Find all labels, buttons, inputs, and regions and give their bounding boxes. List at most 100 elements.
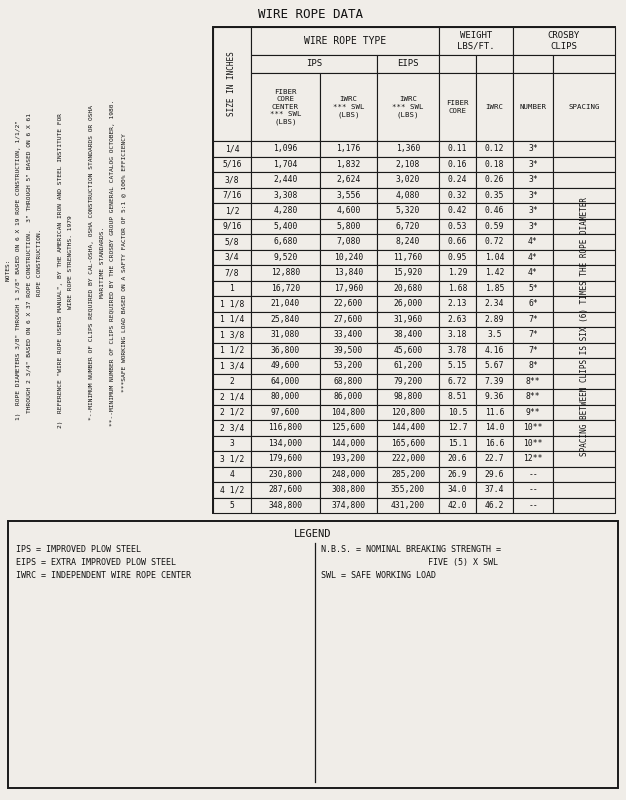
Text: 431,200: 431,200: [391, 501, 425, 510]
Text: EIPS: EIPS: [398, 59, 419, 69]
Text: 6.72: 6.72: [448, 377, 467, 386]
Text: 193,200: 193,200: [331, 454, 366, 463]
Text: 144,000: 144,000: [331, 438, 366, 448]
Text: 1/4: 1/4: [225, 144, 239, 154]
Bar: [320, 311, 377, 327]
Text: 7/8: 7/8: [225, 268, 239, 278]
Bar: [439, 466, 476, 482]
Bar: [377, 327, 439, 342]
Text: 355,200: 355,200: [391, 486, 425, 494]
Bar: [439, 374, 476, 389]
Text: 0.32: 0.32: [448, 190, 467, 200]
Bar: [251, 172, 320, 187]
Text: --: --: [528, 501, 538, 510]
Bar: [476, 141, 513, 157]
Bar: [553, 250, 615, 265]
Bar: [476, 172, 513, 187]
Bar: [213, 342, 251, 358]
Bar: [251, 451, 320, 466]
Text: 0.46: 0.46: [485, 206, 505, 215]
Text: 3*: 3*: [528, 175, 538, 184]
Bar: [213, 265, 251, 281]
Bar: [439, 420, 476, 435]
Text: IPS = IMPROVED PLOW STEEL: IPS = IMPROVED PLOW STEEL: [16, 545, 141, 554]
Text: 37.4: 37.4: [485, 486, 505, 494]
Text: 0.26: 0.26: [485, 175, 505, 184]
Text: 97,600: 97,600: [271, 408, 300, 417]
Bar: [320, 73, 377, 141]
Text: 1 1/2: 1 1/2: [220, 346, 244, 354]
Bar: [513, 281, 553, 296]
Text: 8.51: 8.51: [448, 392, 467, 402]
Bar: [377, 466, 439, 482]
Text: 15,920: 15,920: [393, 268, 423, 278]
Text: 64,000: 64,000: [271, 377, 300, 386]
Text: 0.12: 0.12: [485, 144, 505, 154]
Bar: [553, 374, 615, 389]
Text: WEIGHT
LBS/FT.: WEIGHT LBS/FT.: [457, 31, 495, 50]
Bar: [439, 435, 476, 451]
Bar: [377, 498, 439, 513]
Text: 3*: 3*: [528, 222, 538, 230]
Bar: [553, 187, 615, 203]
Text: 308,800: 308,800: [331, 486, 366, 494]
Bar: [476, 327, 513, 342]
Bar: [513, 218, 553, 234]
Bar: [513, 250, 553, 265]
Bar: [553, 55, 615, 73]
Bar: [8, 521, 618, 788]
Bar: [439, 27, 513, 55]
Text: 20,680: 20,680: [393, 284, 423, 293]
Text: 230,800: 230,800: [269, 470, 302, 478]
Bar: [553, 203, 615, 218]
Bar: [553, 218, 615, 234]
Bar: [476, 203, 513, 218]
Bar: [251, 435, 320, 451]
Text: IWRC: IWRC: [486, 104, 503, 110]
Bar: [513, 420, 553, 435]
Bar: [377, 172, 439, 187]
Text: 26.9: 26.9: [448, 470, 467, 478]
Bar: [213, 482, 251, 498]
Text: 15.1: 15.1: [448, 438, 467, 448]
Bar: [439, 203, 476, 218]
Bar: [213, 451, 251, 466]
Text: 144,400: 144,400: [391, 423, 425, 432]
Text: 9**: 9**: [526, 408, 540, 417]
Text: 0.11: 0.11: [448, 144, 467, 154]
Text: 287,600: 287,600: [269, 486, 302, 494]
Bar: [320, 234, 377, 250]
Text: 7*: 7*: [528, 346, 538, 354]
Bar: [439, 405, 476, 420]
Text: 5,320: 5,320: [396, 206, 420, 215]
Text: IWRC
*** SWL
(LBS): IWRC *** SWL (LBS): [393, 96, 424, 118]
Text: THROUGH 2 3/4" BASED ON 6 X 37 ROPE CONSTRUCTION.  3" THROUGH 5" BASED ON 6 X 61: THROUGH 2 3/4" BASED ON 6 X 37 ROPE CONS…: [26, 113, 31, 427]
Text: 11,760: 11,760: [393, 253, 423, 262]
Bar: [476, 55, 513, 73]
Text: 0.53: 0.53: [448, 222, 467, 230]
Text: 1)  ROPE DIAMETERS 3/8" THROUGH 1 3/8" BASED ON 6 X 19 ROPE CONSTRUCTION, 1/1/2": 1) ROPE DIAMETERS 3/8" THROUGH 1 3/8" BA…: [16, 120, 21, 420]
Text: 4,080: 4,080: [396, 190, 420, 200]
Text: IWRC
*** SWL
(LBS): IWRC *** SWL (LBS): [333, 96, 364, 118]
Bar: [476, 451, 513, 466]
Text: 7.39: 7.39: [485, 377, 505, 386]
Bar: [476, 157, 513, 172]
Text: 29.6: 29.6: [485, 470, 505, 478]
Bar: [553, 420, 615, 435]
Bar: [439, 265, 476, 281]
Bar: [377, 451, 439, 466]
Bar: [476, 281, 513, 296]
Text: --: --: [528, 470, 538, 478]
Text: IPS: IPS: [306, 59, 322, 69]
Bar: [439, 218, 476, 234]
Bar: [251, 420, 320, 435]
Text: 6,680: 6,680: [274, 238, 298, 246]
Text: ROPE CONSTRUCTION.: ROPE CONSTRUCTION.: [37, 229, 42, 311]
Text: 1: 1: [230, 284, 235, 293]
Text: 5: 5: [230, 501, 235, 510]
Bar: [553, 435, 615, 451]
Bar: [513, 311, 553, 327]
Text: 3/8: 3/8: [225, 175, 239, 184]
Bar: [439, 311, 476, 327]
Bar: [439, 327, 476, 342]
